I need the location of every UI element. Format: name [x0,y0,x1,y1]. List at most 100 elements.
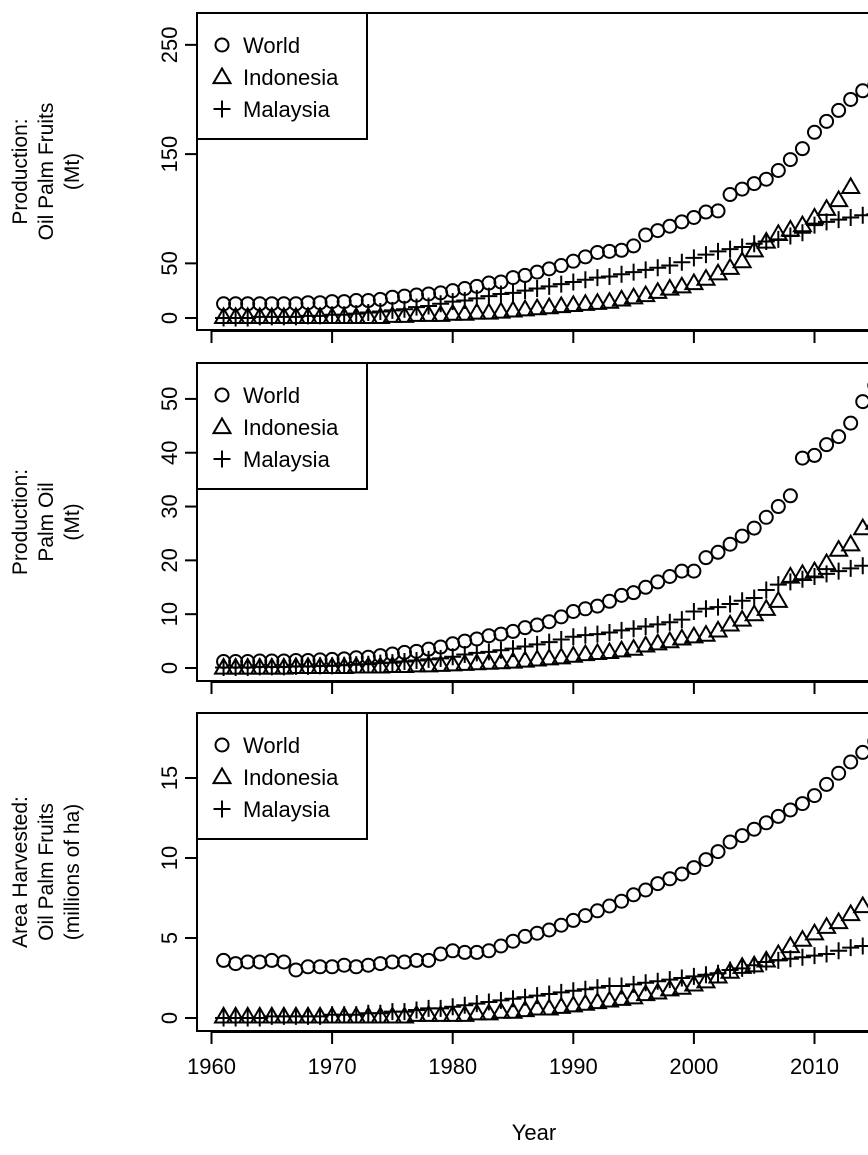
point-world [565,253,581,269]
y-tick-label: 40 [157,440,182,464]
point-world [758,171,774,187]
point-indonesia [671,627,693,646]
x-tick-label: 2000 [669,1054,718,1079]
point-world [770,808,786,824]
point-world [240,954,256,970]
point-indonesia [454,653,475,671]
legend-marker-world [214,737,230,753]
point-world [457,944,473,960]
point-world [589,244,605,260]
point-indonesia [611,988,632,1006]
point-indonesia [538,997,560,1016]
point-indonesia [394,1005,415,1024]
point-world [758,509,774,525]
point-world [481,943,497,959]
point-world [794,141,810,157]
point-malaysia [408,298,426,316]
point-world [662,218,678,234]
point-malaysia [588,269,606,287]
point-world [662,569,678,585]
point-malaysia [468,644,486,662]
point-malaysia [564,628,582,646]
point-malaysia [504,284,522,302]
point-indonesia [514,298,536,317]
point-malaysia [818,945,836,963]
legend-marker-malaysia [213,100,231,118]
point-world [324,959,340,975]
point-world [505,270,521,286]
point-malaysia [492,641,510,659]
point-indonesia [370,1005,391,1024]
point-indonesia [731,250,753,269]
legend-label: Indonesia [243,765,339,790]
point-malaysia [371,1004,389,1022]
point-world [794,450,810,466]
series-world [216,738,868,978]
legend: World Indonesia Malaysia [196,362,368,490]
point-indonesia [454,303,475,321]
y-tick-label: 250 [157,26,182,63]
point-world [541,261,557,277]
y-axis-title-line: (Mt) [61,503,84,540]
y-tick-label: 10 [157,602,182,626]
series-malaysia [215,206,868,327]
point-indonesia [394,655,415,673]
y-axis-title-line: Palm Oil [35,482,58,561]
point-malaysia [371,302,389,320]
legend-label: World [243,33,300,58]
point-world [843,91,859,107]
point-indonesia [635,983,656,1002]
point-world [493,938,509,954]
point-malaysia [528,635,546,653]
point-indonesia [840,176,861,195]
point-world [710,844,726,860]
point-indonesia [502,299,524,318]
point-world [577,601,593,617]
point-malaysia [347,1006,365,1024]
point-indonesia [382,1005,403,1024]
point-indonesia [683,973,705,992]
point-indonesia [611,639,632,658]
point-world [819,113,835,129]
point-indonesia [466,1002,488,1021]
legend: World Indonesia Malaysia [196,12,368,140]
point-world [372,956,388,972]
point-indonesia [575,643,596,662]
point-world [505,933,521,949]
point-malaysia [528,987,546,1005]
point-malaysia [781,950,799,968]
point-malaysia [287,308,305,326]
y-tick-label: 15 [157,766,182,790]
point-world [746,176,762,192]
point-world [855,394,868,410]
point-malaysia [395,300,413,318]
point-world [819,776,835,792]
point-malaysia [588,979,606,997]
point-world [662,871,678,887]
series-indonesia [213,517,868,675]
point-malaysia [576,626,594,644]
point-malaysia [793,224,811,242]
point-malaysia [251,1009,269,1027]
point-world [421,952,437,968]
point-world [396,954,412,970]
point-world [710,544,726,560]
point-malaysia [540,985,558,1003]
point-indonesia [852,517,868,536]
point-malaysia [432,295,450,313]
legend-label: World [243,733,300,758]
point-world [384,289,400,305]
point-world [614,242,630,258]
point-malaysia [709,598,727,616]
point-world [589,903,605,919]
point-malaysia [842,208,860,226]
point-malaysia [444,998,462,1016]
point-indonesia [538,296,560,315]
point-indonesia [635,284,656,303]
point-indonesia [623,286,644,305]
point-world [698,852,714,868]
point-malaysia [697,966,715,984]
y-tick-label: 50 [157,387,182,411]
point-malaysia [613,265,631,283]
point-world [746,520,762,536]
